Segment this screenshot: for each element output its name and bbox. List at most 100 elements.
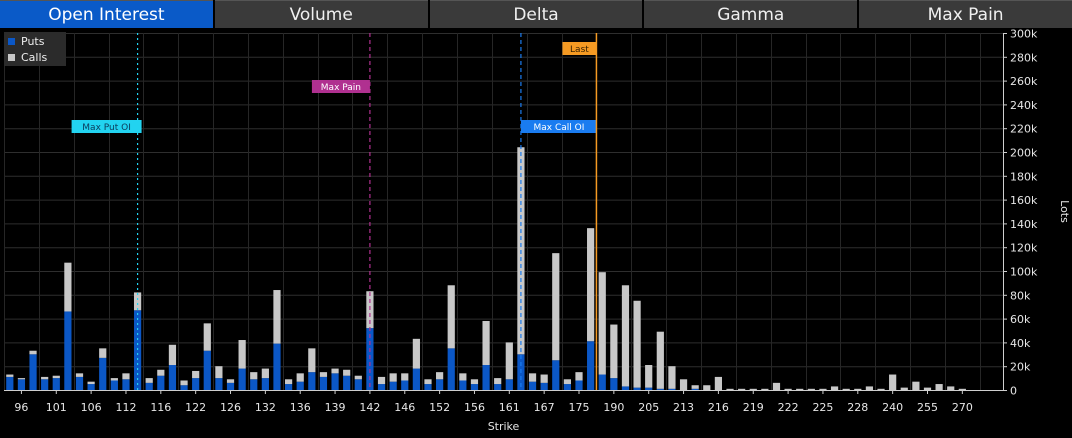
bar-puts — [656, 388, 664, 390]
x-tick-label: 152 — [429, 401, 450, 414]
chart-markers: Max Put OI Max Pain Max Call OI Last — [71, 33, 598, 390]
bar-calls — [587, 228, 595, 342]
bar-puts — [598, 374, 606, 390]
bar-puts — [610, 378, 618, 390]
marker-label: Max Pain — [321, 83, 361, 93]
bar-puts — [296, 381, 304, 390]
y-tick-label: 60k — [1010, 313, 1031, 326]
bar-calls — [668, 366, 676, 389]
bar-puts — [308, 372, 316, 390]
bar-calls — [726, 388, 734, 390]
x-tick-label: 225 — [812, 401, 833, 414]
bar-puts — [41, 379, 49, 390]
bar-calls — [459, 373, 467, 381]
bar-calls — [703, 385, 711, 390]
bar-calls — [738, 388, 746, 390]
bar-calls — [912, 381, 920, 390]
chart-bars — [6, 147, 966, 390]
bar-puts — [389, 381, 397, 390]
bar-calls — [598, 272, 606, 375]
legend-label-calls: Calls — [21, 50, 48, 64]
bar-calls — [877, 388, 885, 390]
y-tick-label: 240k — [1010, 99, 1038, 112]
x-tick-label: 270 — [952, 401, 973, 414]
bar-puts — [87, 384, 95, 390]
x-tick-label: 216 — [708, 401, 729, 414]
y-tick-label: 160k — [1010, 194, 1038, 207]
bar-calls — [389, 373, 397, 382]
bar-calls — [412, 338, 420, 369]
bar-puts — [377, 384, 386, 390]
bar-puts — [540, 382, 548, 390]
bar-puts — [6, 376, 14, 390]
bar-calls — [215, 366, 223, 379]
bar-calls — [261, 368, 269, 379]
x-tick-label: 139 — [325, 401, 346, 414]
bar-puts — [563, 384, 571, 390]
bar-calls — [203, 323, 211, 351]
x-tick-label: 219 — [743, 401, 764, 414]
y-tick-label: 220k — [1010, 123, 1038, 136]
bar-puts — [447, 348, 455, 390]
tab-volume[interactable]: Volume — [214, 0, 428, 28]
bar-calls — [563, 379, 571, 385]
chart-legend: Puts Calls — [4, 32, 66, 66]
bar-calls — [273, 290, 281, 344]
bar-calls — [75, 373, 84, 377]
bar-calls — [6, 374, 14, 377]
tab-delta[interactable]: Delta — [429, 0, 643, 28]
bar-puts — [17, 379, 26, 390]
bar-puts — [366, 328, 374, 390]
x-tick-label: 222 — [778, 401, 799, 414]
tab-max-pain[interactable]: Max Pain — [859, 0, 1072, 28]
y-tick-label: 300k — [1010, 28, 1038, 41]
legend-item-calls[interactable]: Calls — [8, 50, 62, 64]
legend-item-puts[interactable]: Puts — [8, 34, 62, 48]
bar-calls — [284, 379, 293, 385]
bar-calls — [621, 285, 630, 387]
bar-puts — [250, 379, 258, 390]
bar-calls — [377, 376, 386, 385]
bar-calls — [354, 375, 362, 380]
bar-calls — [401, 373, 409, 381]
bar-puts — [29, 354, 37, 390]
bar-calls — [772, 382, 781, 390]
bar-puts — [99, 357, 107, 390]
tab-open-interest[interactable]: Open Interest — [0, 0, 213, 28]
y-tick-label: 280k — [1010, 51, 1038, 64]
bar-calls — [238, 340, 246, 369]
x-tick-label: 126 — [220, 401, 241, 414]
tab-gamma[interactable]: Gamma — [644, 0, 858, 28]
bar-puts — [145, 382, 153, 390]
bar-calls — [575, 372, 583, 381]
bar-calls — [656, 331, 664, 389]
bar-calls — [854, 388, 862, 390]
y-tick-label: 40k — [1010, 337, 1031, 350]
bar-calls — [552, 253, 560, 361]
bar-puts — [470, 384, 479, 390]
bar-calls — [157, 369, 165, 376]
bar-calls — [17, 378, 26, 380]
x-tick-label: 240 — [882, 401, 903, 414]
bar-puts — [354, 379, 362, 390]
bar-calls — [99, 348, 107, 358]
bar-puts — [192, 378, 200, 390]
marker-flag — [520, 120, 597, 133]
bar-calls — [110, 378, 118, 381]
bar-puts — [168, 365, 177, 390]
bar-puts — [157, 375, 165, 390]
bar-calls — [41, 376, 49, 380]
bar-puts — [133, 310, 142, 390]
bar-calls — [250, 372, 258, 380]
calls-swatch — [8, 53, 15, 61]
bar-puts — [75, 376, 84, 390]
bar-puts — [110, 380, 118, 390]
bar-calls — [192, 370, 200, 379]
marker-flag — [311, 80, 370, 93]
bar-calls — [645, 365, 653, 388]
x-tick-label: 175 — [569, 401, 590, 414]
bar-calls — [610, 324, 618, 379]
x-tick-label: 146 — [394, 401, 415, 414]
y-tick-label: 100k — [1010, 266, 1038, 279]
bar-puts — [459, 380, 467, 390]
